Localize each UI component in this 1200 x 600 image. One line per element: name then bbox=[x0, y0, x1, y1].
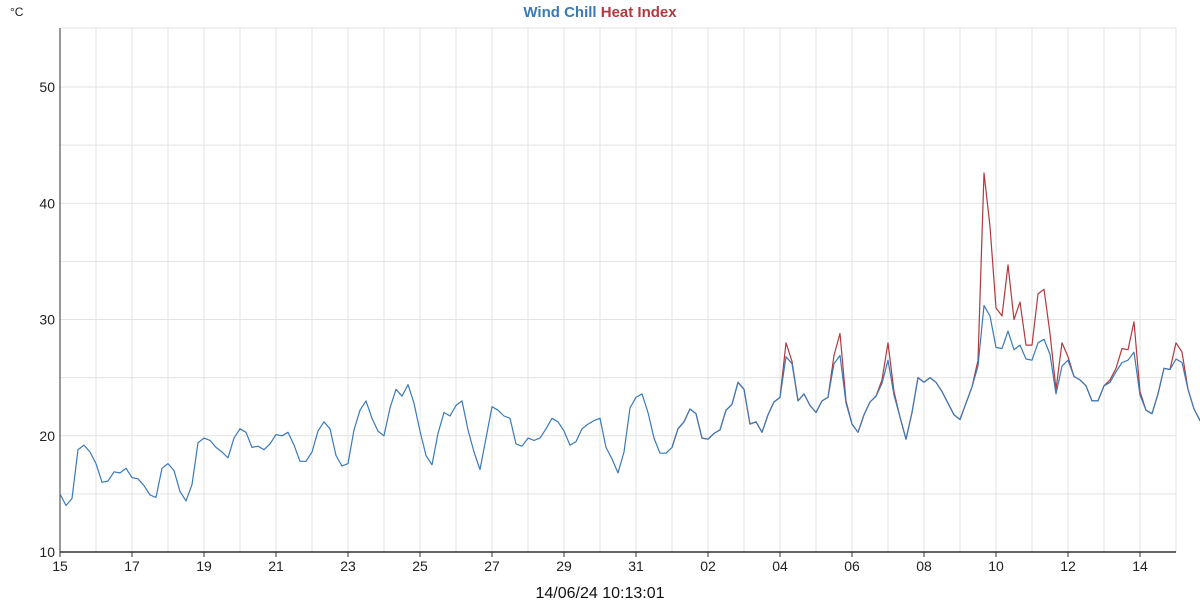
y-axis-unit-label: °C bbox=[10, 5, 24, 19]
x-tick-label: 10 bbox=[988, 558, 1004, 574]
x-tick-label: 23 bbox=[340, 558, 356, 574]
x-tick-label: 15 bbox=[52, 558, 68, 574]
grid bbox=[59, 27, 1177, 552]
axes bbox=[59, 28, 1176, 553]
x-tick-label: 27 bbox=[484, 558, 500, 574]
y-tick-label: 30 bbox=[39, 312, 55, 328]
x-tick-label: 14 bbox=[1132, 558, 1148, 574]
x-tick-label: 29 bbox=[556, 558, 572, 574]
series-line-heat-index bbox=[671, 172, 1200, 448]
timestamp-footer: 14/06/24 10:13:01 bbox=[535, 585, 664, 600]
y-tick-label: 40 bbox=[39, 195, 55, 211]
x-tick-label: 25 bbox=[412, 558, 428, 574]
x-axis-ticks: 15 17 19 21 23 25 27 29 31 02 04 06 08 10 12 14 bbox=[52, 552, 1148, 574]
y-tick-label: 50 bbox=[39, 79, 55, 95]
x-tick-label: 04 bbox=[772, 558, 788, 574]
series-line-wind-chill bbox=[59, 305, 1200, 507]
x-tick-label: 19 bbox=[196, 558, 212, 574]
x-tick-label: 08 bbox=[916, 558, 932, 574]
x-tick-label: 02 bbox=[700, 558, 716, 574]
legend-item-wind-chill: Wind Chill bbox=[523, 4, 596, 21]
x-tick-label: 31 bbox=[628, 558, 644, 574]
series-layer bbox=[59, 172, 1200, 507]
x-tick-label: 21 bbox=[268, 558, 284, 574]
legend-item-heat-index: Heat Index bbox=[597, 4, 678, 21]
y-tick-label: 10 bbox=[39, 544, 55, 560]
y-axis-ticks: 10 20 30 40 50 bbox=[39, 79, 55, 560]
y-tick-label: 20 bbox=[39, 428, 55, 444]
x-tick-label: 17 bbox=[124, 558, 140, 574]
legend: Wind Chill Heat Index bbox=[523, 4, 677, 21]
x-tick-label: 12 bbox=[1060, 558, 1076, 574]
x-tick-label: 06 bbox=[844, 558, 860, 574]
